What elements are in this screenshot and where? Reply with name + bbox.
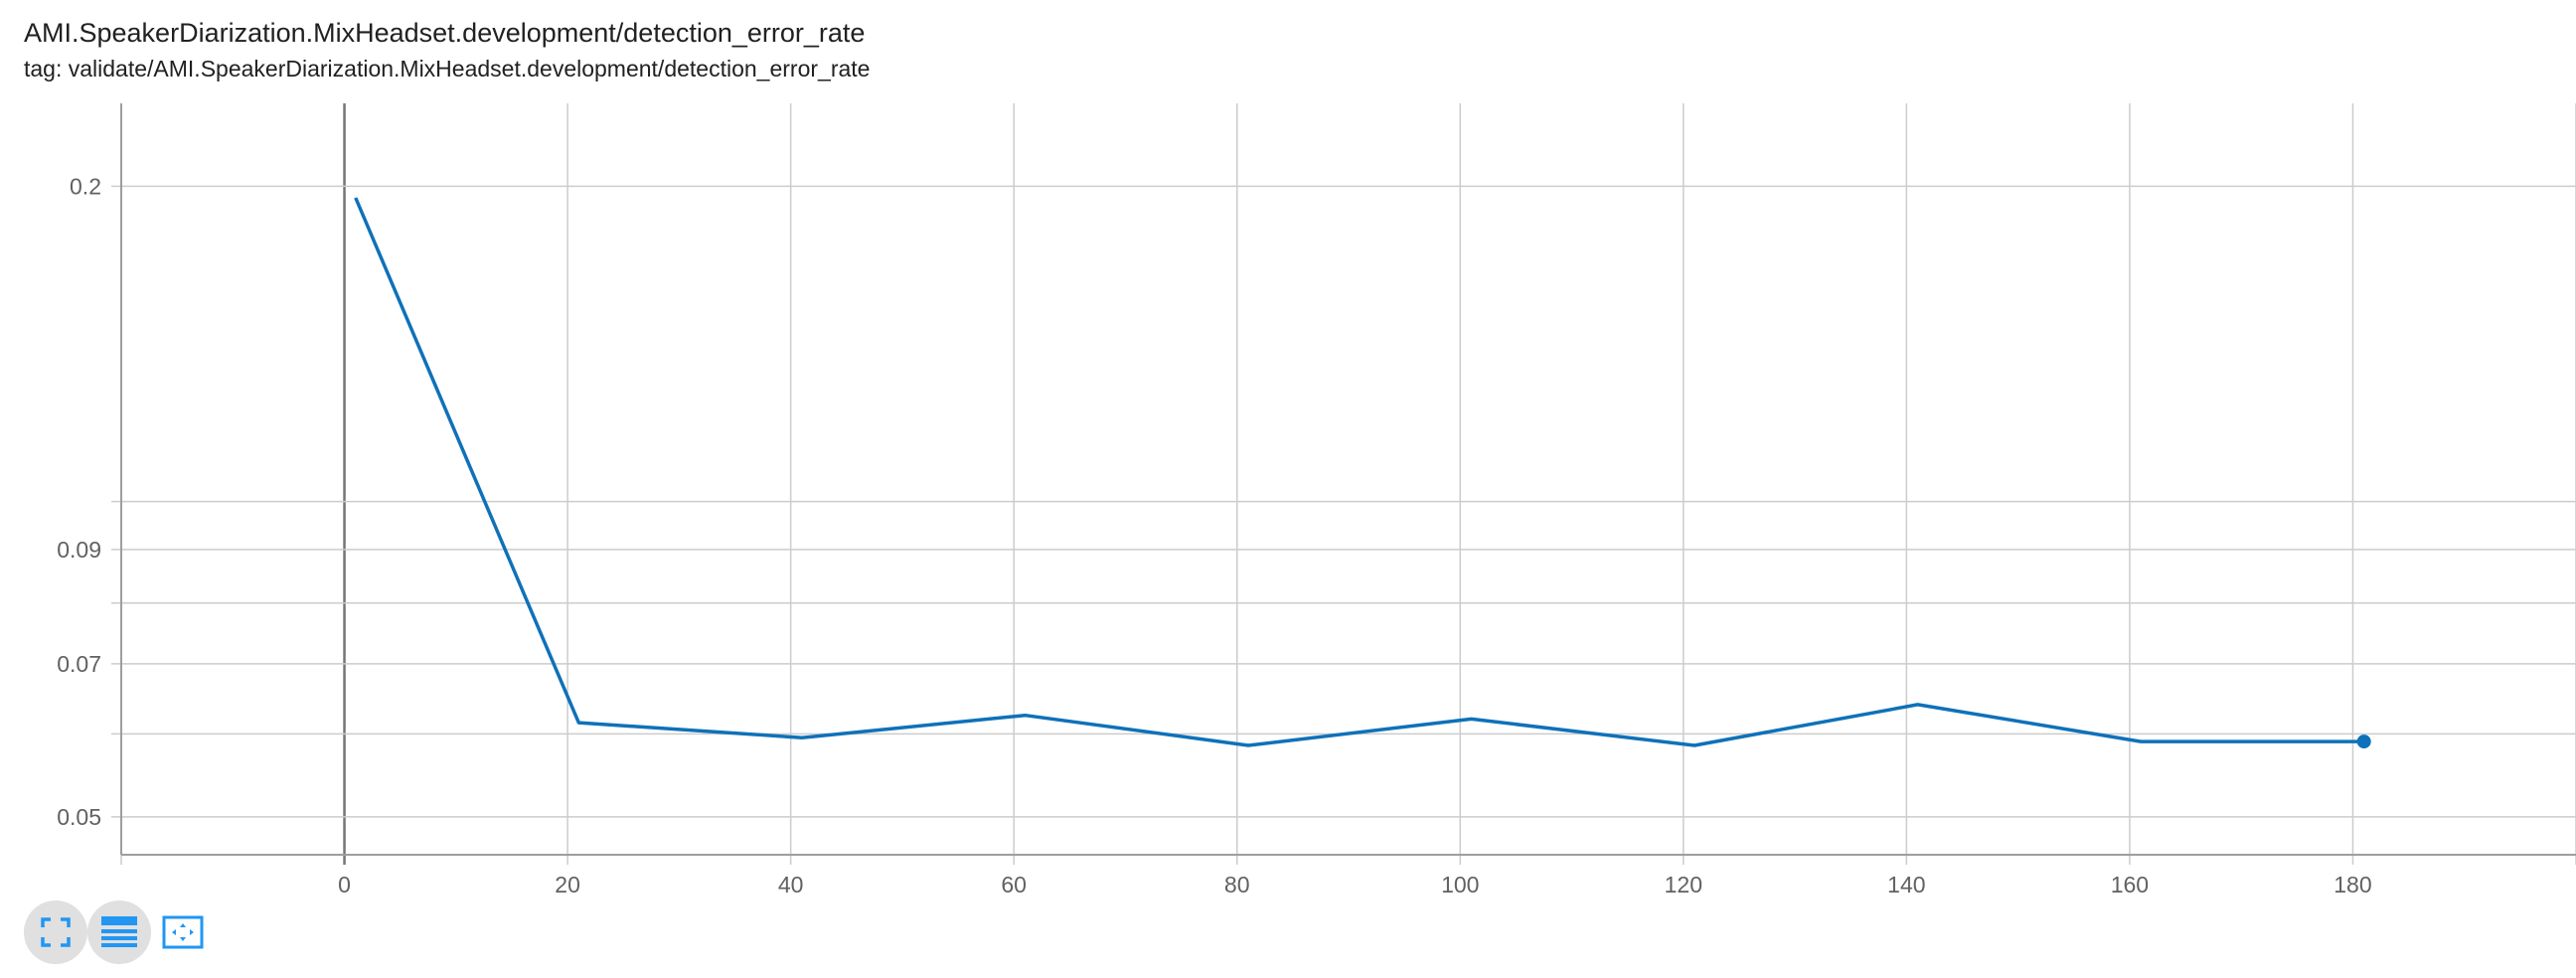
y-tick-label: 0.09 <box>57 537 101 563</box>
axes <box>120 103 2576 856</box>
last-point-marker <box>2356 734 2371 749</box>
chart-toolbar <box>24 900 215 964</box>
x-tick-label: 40 <box>778 872 804 895</box>
y-grid-lines <box>111 185 2576 818</box>
x-tick-labels: 0 20 40 60 80 100 120 140 160 180 <box>338 872 2371 895</box>
fit-domain-button[interactable] <box>151 900 215 964</box>
series-line <box>354 197 2364 747</box>
y-tick-labels: 0.2 0.09 0.07 0.05 <box>57 173 101 829</box>
x-tick-label: 140 <box>1887 872 1925 895</box>
x-tick-label: 20 <box>555 872 580 895</box>
x-tick-label: 60 <box>1001 872 1027 895</box>
fullscreen-button[interactable] <box>24 900 87 964</box>
x-tick-label: 100 <box>1441 872 1479 895</box>
line-chart[interactable]: 0 20 40 60 80 100 120 140 160 180 0.2 0.09 0.07 0.05 <box>0 0 2576 895</box>
toggle-log-scale-button[interactable] <box>87 900 151 964</box>
chart-tag: tag: validate/AMI.SpeakerDiarization.Mix… <box>24 56 871 82</box>
series-group <box>354 197 2371 749</box>
fit-domain-icon <box>162 915 204 949</box>
fullscreen-icon <box>41 917 71 947</box>
y-tick-label: 0.05 <box>57 804 101 830</box>
x-tick-label: 80 <box>1224 872 1250 895</box>
x-grid-lines <box>120 103 2576 865</box>
y-tick-label: 0.07 <box>57 651 101 677</box>
x-tick-label: 120 <box>1665 872 1702 895</box>
x-tick-label: 180 <box>2334 872 2371 895</box>
chart-title: AMI.SpeakerDiarization.MixHeadset.develo… <box>24 18 866 48</box>
x-tick-label: 0 <box>338 872 351 895</box>
y-tick-label: 0.2 <box>70 173 101 199</box>
list-icon <box>101 916 137 947</box>
x-tick-label: 160 <box>2111 872 2149 895</box>
